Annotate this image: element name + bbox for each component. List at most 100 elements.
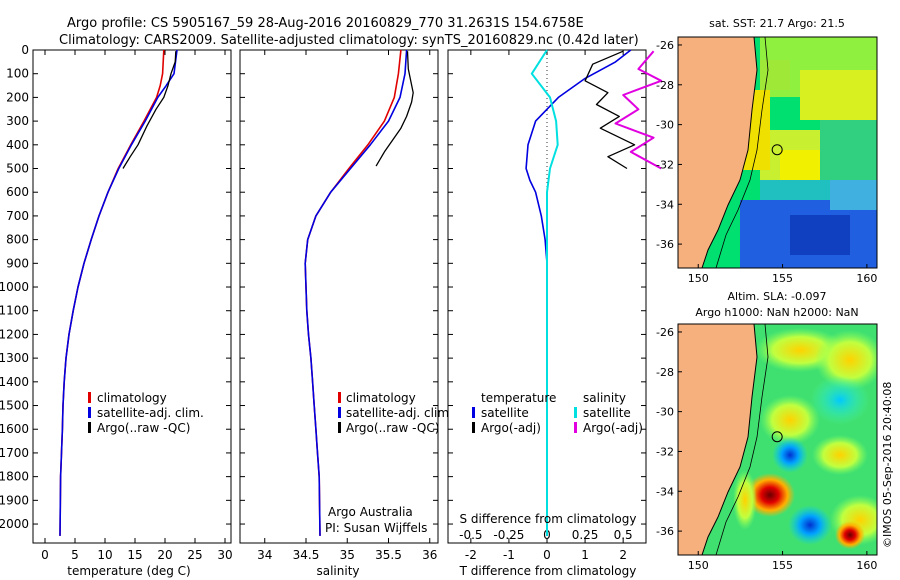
y-tick-label: 500 — [6, 162, 29, 176]
map-y-tick-label: -36 — [656, 238, 674, 251]
x-tick-label: 15 — [127, 548, 142, 562]
sla-map-title-line-1: Altim. SLA: -0.097 — [727, 290, 826, 303]
y-tick-label: 100 — [6, 67, 29, 81]
map-x-tick-label: 155 — [772, 272, 793, 285]
legend-swatch-s-satellite — [574, 407, 577, 418]
x-tick-label: 5 — [71, 548, 79, 562]
x-tick-label: 20 — [157, 548, 172, 562]
x-tick-label: 34 — [257, 548, 272, 562]
y-tick-label: 1300 — [0, 351, 29, 365]
s-tick-label: 0.25 — [572, 528, 599, 542]
legend-label-satellite: satellite-adj. clim. — [97, 406, 204, 420]
map-y-tick-label: -26 — [656, 326, 674, 339]
y-tick-label: 300 — [6, 114, 29, 128]
legend-swatch-climatology — [338, 392, 341, 403]
map-y-tick-label: -34 — [656, 198, 674, 211]
y-tick-label: 1000 — [0, 280, 29, 294]
depth-tick-labels: 0 100 200 300 400 500 600 700 800 900 1000 1100 1200… — [0, 43, 29, 531]
annotation-pi: PI: Susan Wijffels — [325, 521, 427, 535]
y-tick-label: 600 — [6, 185, 29, 199]
temperature-plot-frame — [32, 49, 232, 544]
difference-legend: temperature satellite Argo(-adj) salinit… — [472, 391, 643, 435]
map-x-tick-label: 155 — [772, 559, 793, 572]
x-tick-label: -1 — [503, 548, 515, 562]
legend-label-satellite: satellite-adj. clim. — [346, 406, 453, 420]
legend-swatch-argo — [338, 422, 341, 433]
x-tick-label: 35.5 — [375, 548, 402, 562]
temperature-series — [59, 49, 178, 536]
legend-swatch-climatology — [88, 392, 91, 403]
map-y-tick-label: -28 — [656, 366, 674, 379]
y-tick-label: 800 — [6, 233, 29, 247]
temperature-xlabel: temperature (deg C) — [67, 564, 190, 578]
legend-swatch-argo — [88, 422, 91, 433]
x-tick-label: 1 — [581, 548, 589, 562]
salinity-plot-frame — [239, 49, 439, 544]
sla-isobath — [715, 324, 769, 555]
map-y-tick-label: -28 — [656, 79, 674, 92]
sla-coastline — [701, 324, 758, 555]
map-y-tick-label: -36 — [656, 525, 674, 538]
map-x-tick-label: 160 — [856, 272, 877, 285]
legend-swatch-s-argo — [574, 422, 577, 433]
sst-coastline — [701, 37, 758, 268]
annotation-argo-australia: Argo Australia — [328, 505, 413, 519]
t-difference-tick-labels: -2 -1 0 1 2 — [448, 49, 646, 562]
x-tick-label: 2 — [619, 548, 627, 562]
legend-title-temperature: temperature — [481, 391, 556, 405]
map-x-tick-label: 160 — [856, 559, 877, 572]
float-position-marker — [771, 144, 783, 156]
map-x-tick-label: 150 — [688, 559, 709, 572]
y-tick-label: 0 — [21, 43, 29, 57]
series-line-salinity-argo-adj- — [614, 50, 663, 170]
legend-swatch-t-argo — [472, 422, 475, 433]
sst-map-field — [678, 37, 877, 268]
legend-label-t-argo: Argo(-adj) — [481, 421, 541, 435]
legend-label-s-satellite: satellite — [583, 406, 631, 420]
x-tick-label: 34.5 — [293, 548, 320, 562]
map-y-tick-label: -30 — [656, 406, 674, 419]
salinity-xlabel: salinity — [316, 564, 359, 578]
x-tick-label: 25 — [187, 548, 202, 562]
s-tick-label: -0.5 — [459, 528, 482, 542]
y-tick-label: 900 — [6, 256, 29, 270]
y-tick-label: 200 — [6, 90, 29, 104]
title-line-1: Argo profile: CS 5905167_59 28-Aug-2016 … — [67, 16, 584, 31]
map-y-tick-label: -34 — [656, 485, 674, 498]
s-tick-label: 0.5 — [614, 528, 633, 542]
legend-label-t-satellite: satellite — [481, 406, 529, 420]
temperature-panel: 0100200300400500600700800900100011001200… — [0, 43, 233, 578]
x-tick-label: 0 — [41, 548, 49, 562]
series-line-salinity-satellite — [530, 49, 559, 536]
y-tick-label: 1200 — [0, 327, 29, 341]
legend-label-s-argo: Argo(-adj) — [583, 421, 643, 435]
temperature-tick-labels: 0 5 10 15 20 25 30 — [33, 49, 233, 562]
y-tick-label: 1700 — [0, 446, 29, 460]
legend-label-argo: Argo(..raw -QC) — [97, 421, 190, 435]
y-tick-label: 1800 — [0, 470, 29, 484]
sst-map-panel: sat. SST: 21.7 Argo: 21.5 150 155 160 -26 -2… — [656, 17, 878, 285]
y-tick-label: 1500 — [0, 399, 29, 413]
y-tick-label: 1400 — [0, 375, 29, 389]
sla-land — [678, 324, 757, 555]
map-y-tick-label: -32 — [656, 158, 674, 171]
y-tick-label: 400 — [6, 138, 29, 152]
sla-map-frame — [677, 323, 878, 556]
salinity-tick-labels: 34 34.5 35 35.5 36 — [240, 49, 438, 562]
legend-swatch-satellite — [338, 407, 341, 418]
salinity-panel: 34 34.5 35 35.5 36 salinity climatology sate… — [239, 49, 453, 578]
y-tick-label: 700 — [6, 209, 29, 223]
y-tick-label: 1600 — [0, 422, 29, 436]
sst-map-tick-labels: 150 155 160 -26 -28 -30 -32 -34 -36 — [656, 39, 877, 285]
legend-swatch-satellite — [88, 407, 91, 418]
y-tick-label: 1900 — [0, 493, 29, 507]
temperature-legend: climatology satellite-adj. clim. Argo(..… — [88, 391, 204, 435]
sla-map-tick-labels: 150 155 160 -26 -28 -30 -32 -34 -36 — [656, 326, 877, 572]
legend-title-salinity: salinity — [583, 391, 626, 405]
salinity-legend: climatology satellite-adj. clim. Argo(..… — [338, 391, 453, 435]
sla-map-title-line-2: Argo h1000: NaN h2000: NaN — [695, 306, 858, 319]
difference-series — [525, 49, 663, 536]
legend-swatch-t-satellite — [472, 407, 475, 418]
sla-map-panel: Altim. SLA: -0.097 Argo h1000: NaN h2000… — [656, 290, 878, 572]
series-line-argo-raw-qc- — [375, 51, 414, 167]
